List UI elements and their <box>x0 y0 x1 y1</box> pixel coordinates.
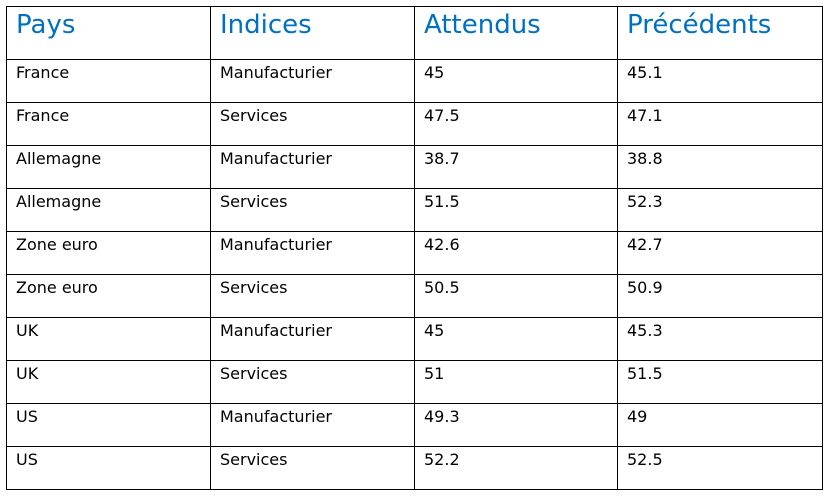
cell-attendu: 51 <box>414 360 618 404</box>
table-row: UK Manufacturier 45 45.3 <box>6 317 823 361</box>
cell-pays: UK <box>6 360 211 404</box>
cell-attendu: 51.5 <box>414 188 618 232</box>
table-row: France Services 47.5 47.1 <box>6 102 823 146</box>
header-attendus: Attendus <box>414 6 618 60</box>
cell-precedent: 38.8 <box>617 145 823 189</box>
header-pays: Pays <box>6 6 211 60</box>
cell-attendu: 49.3 <box>414 403 618 447</box>
cell-precedent: 50.9 <box>617 274 823 318</box>
cell-indice: Manufacturier <box>210 231 415 275</box>
cell-indice: Manufacturier <box>210 145 415 189</box>
cell-indice: Manufacturier <box>210 317 415 361</box>
table-row: Allemagne Manufacturier 38.7 38.8 <box>6 145 823 189</box>
cell-attendu: 45 <box>414 59 618 103</box>
pmi-table: Pays Indices Attendus Précédents France … <box>6 6 823 490</box>
cell-indice: Services <box>210 274 415 318</box>
cell-indice: Services <box>210 188 415 232</box>
cell-precedent: 52.3 <box>617 188 823 232</box>
cell-attendu: 38.7 <box>414 145 618 189</box>
cell-pays: US <box>6 403 211 447</box>
cell-indice: Manufacturier <box>210 403 415 447</box>
cell-indice: Services <box>210 360 415 404</box>
header-indices: Indices <box>210 6 415 60</box>
cell-precedent: 47.1 <box>617 102 823 146</box>
cell-pays: Zone euro <box>6 274 211 318</box>
table-row: Allemagne Services 51.5 52.3 <box>6 188 823 232</box>
cell-attendu: 50.5 <box>414 274 618 318</box>
header-precedents: Précédents <box>617 6 823 60</box>
cell-pays: France <box>6 59 211 103</box>
cell-attendu: 47.5 <box>414 102 618 146</box>
cell-pays: Allemagne <box>6 188 211 232</box>
table-row: UK Services 51 51.5 <box>6 360 823 404</box>
table-row: Zone euro Manufacturier 42.6 42.7 <box>6 231 823 275</box>
cell-indice: Services <box>210 446 415 490</box>
cell-precedent: 45.3 <box>617 317 823 361</box>
cell-precedent: 42.7 <box>617 231 823 275</box>
cell-precedent: 52.5 <box>617 446 823 490</box>
table-row: France Manufacturier 45 45.1 <box>6 59 823 103</box>
cell-pays: UK <box>6 317 211 361</box>
table-row: US Manufacturier 49.3 49 <box>6 403 823 447</box>
cell-pays: France <box>6 102 211 146</box>
cell-precedent: 45.1 <box>617 59 823 103</box>
table-row: US Services 52.2 52.5 <box>6 446 823 490</box>
cell-attendu: 45 <box>414 317 618 361</box>
header-row: Pays Indices Attendus Précédents <box>6 6 823 60</box>
table-row: Zone euro Services 50.5 50.9 <box>6 274 823 318</box>
cell-pays: US <box>6 446 211 490</box>
cell-indice: Manufacturier <box>210 59 415 103</box>
cell-precedent: 51.5 <box>617 360 823 404</box>
cell-attendu: 42.6 <box>414 231 618 275</box>
cell-indice: Services <box>210 102 415 146</box>
cell-pays: Zone euro <box>6 231 211 275</box>
cell-attendu: 52.2 <box>414 446 618 490</box>
cell-precedent: 49 <box>617 403 823 447</box>
cell-pays: Allemagne <box>6 145 211 189</box>
